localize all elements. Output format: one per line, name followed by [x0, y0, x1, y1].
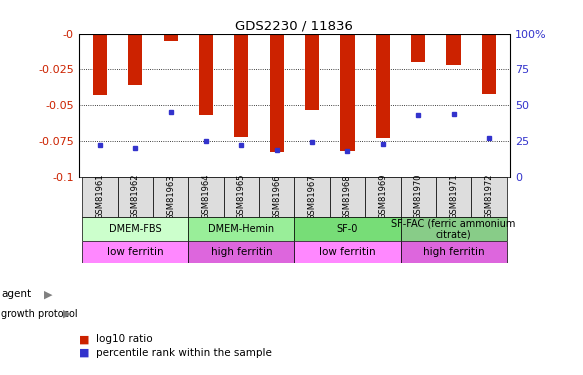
Bar	[82, 241, 188, 262]
Bar	[401, 217, 507, 241]
Bar	[401, 241, 507, 262]
Bar	[259, 177, 294, 217]
Bar	[330, 177, 365, 217]
Text: low ferritin: low ferritin	[107, 247, 164, 257]
Bar	[411, 34, 425, 62]
Text: ■: ■	[79, 348, 89, 357]
Text: SF-0: SF-0	[337, 224, 358, 234]
Text: log10 ratio: log10 ratio	[96, 334, 153, 344]
Text: growth protocol: growth protocol	[1, 309, 78, 319]
Text: GSM81962: GSM81962	[131, 174, 140, 219]
Text: GSM81961: GSM81961	[96, 174, 104, 219]
Text: high ferritin: high ferritin	[210, 247, 272, 257]
Title: GDS2230 / 11836: GDS2230 / 11836	[236, 20, 353, 33]
Text: GSM81964: GSM81964	[202, 174, 210, 219]
Bar	[164, 34, 178, 41]
Bar	[270, 34, 284, 152]
Bar	[188, 241, 294, 262]
Text: DMEM-Hemin: DMEM-Hemin	[208, 224, 275, 234]
Bar	[234, 34, 248, 137]
Text: GSM81968: GSM81968	[343, 174, 352, 219]
Text: SF-FAC (ferric ammonium
citrate): SF-FAC (ferric ammonium citrate)	[391, 218, 516, 240]
Bar	[93, 34, 107, 95]
Bar	[153, 177, 188, 217]
Text: GSM81967: GSM81967	[308, 174, 317, 219]
Text: ▶: ▶	[44, 290, 52, 299]
Text: low ferritin: low ferritin	[319, 247, 376, 257]
Bar	[482, 34, 496, 94]
Bar	[82, 217, 188, 241]
Text: percentile rank within the sample: percentile rank within the sample	[96, 348, 272, 357]
Text: GSM81966: GSM81966	[272, 174, 281, 219]
Bar	[340, 34, 354, 151]
Bar	[294, 177, 330, 217]
Bar	[188, 217, 294, 241]
Bar	[401, 177, 436, 217]
Bar	[436, 177, 471, 217]
Bar	[199, 34, 213, 115]
Bar	[376, 34, 390, 138]
Bar	[365, 177, 401, 217]
Text: DMEM-FBS: DMEM-FBS	[109, 224, 161, 234]
Bar	[305, 34, 319, 110]
Bar	[447, 34, 461, 65]
Text: ▶: ▶	[63, 309, 72, 319]
Bar	[82, 177, 118, 217]
Bar	[188, 177, 224, 217]
Bar	[118, 177, 153, 217]
Text: GSM81965: GSM81965	[237, 174, 246, 219]
Text: ■: ■	[79, 334, 89, 344]
Text: GSM81970: GSM81970	[414, 174, 423, 219]
Text: GSM81971: GSM81971	[449, 174, 458, 219]
Text: high ferritin: high ferritin	[423, 247, 484, 257]
Text: agent: agent	[1, 290, 31, 299]
Text: GSM81972: GSM81972	[484, 174, 493, 219]
Bar	[224, 177, 259, 217]
Bar	[128, 34, 142, 85]
Bar	[294, 217, 401, 241]
Text: GSM81969: GSM81969	[378, 174, 387, 219]
Text: GSM81963: GSM81963	[166, 174, 175, 219]
Bar	[294, 241, 401, 262]
Bar	[471, 177, 507, 217]
